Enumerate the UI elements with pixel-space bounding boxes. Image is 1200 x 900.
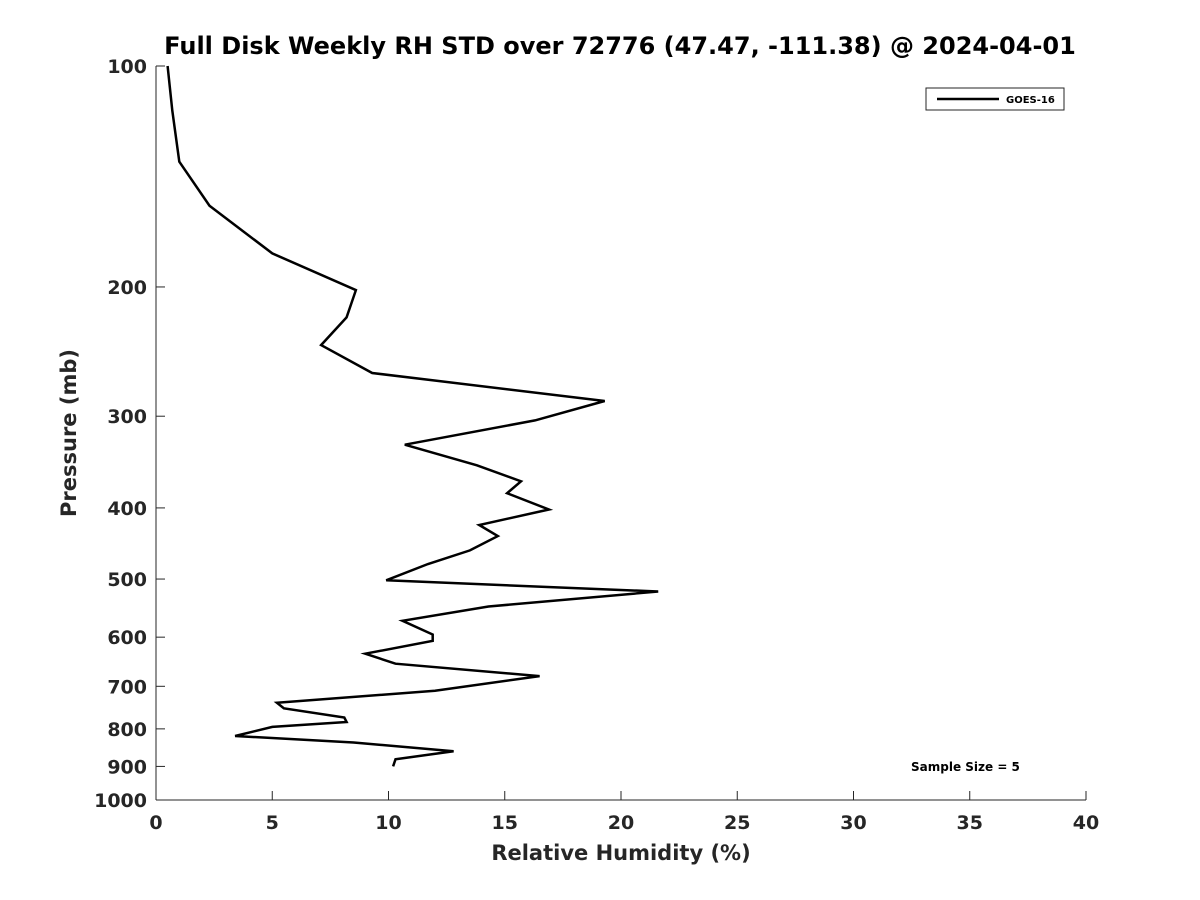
y-tick-label: 800 — [107, 719, 147, 741]
y-tick-label: 600 — [107, 627, 147, 649]
legend: GOES-16 — [925, 87, 1065, 111]
y-axis-label: Pressure (mb) — [57, 349, 81, 517]
x-tick-label: 35 — [957, 812, 983, 834]
series-line-goes-16 — [166, 65, 659, 767]
y-tick-label: 300 — [107, 406, 147, 428]
y-tick-label: 200 — [107, 277, 147, 299]
x-axis-label: Relative Humidity (%) — [491, 841, 750, 865]
legend-label-goes-16: GOES-16 — [1006, 95, 1055, 106]
x-tick-label: 0 — [149, 812, 162, 834]
x-tick-label: 30 — [840, 812, 866, 834]
y-tick-label: 500 — [107, 569, 147, 591]
x-ticks: 0 5 10 15 20 25 30 35 40 — [149, 791, 1099, 834]
plot-area — [166, 65, 659, 767]
x-tick-label: 25 — [724, 812, 750, 834]
x-tick-label: 5 — [266, 812, 279, 834]
y-tick-label: 100 — [107, 56, 147, 78]
x-tick-label: 10 — [375, 812, 401, 834]
chart-title: Full Disk Weekly RH STD over 72776 (47.4… — [164, 32, 1076, 60]
sample-size-annotation: Sample Size = 5 — [911, 760, 1020, 774]
x-tick-label: 40 — [1073, 812, 1099, 834]
y-tick-label: 1000 — [94, 790, 147, 812]
x-tick-label: 20 — [608, 812, 634, 834]
y-ticks: 100 200 300 400 500 600 700 800 900 1000 — [94, 56, 165, 812]
y-tick-label: 400 — [107, 498, 147, 520]
y-tick-label: 700 — [107, 676, 147, 698]
y-tick-label: 900 — [107, 756, 147, 778]
x-tick-label: 15 — [492, 812, 518, 834]
